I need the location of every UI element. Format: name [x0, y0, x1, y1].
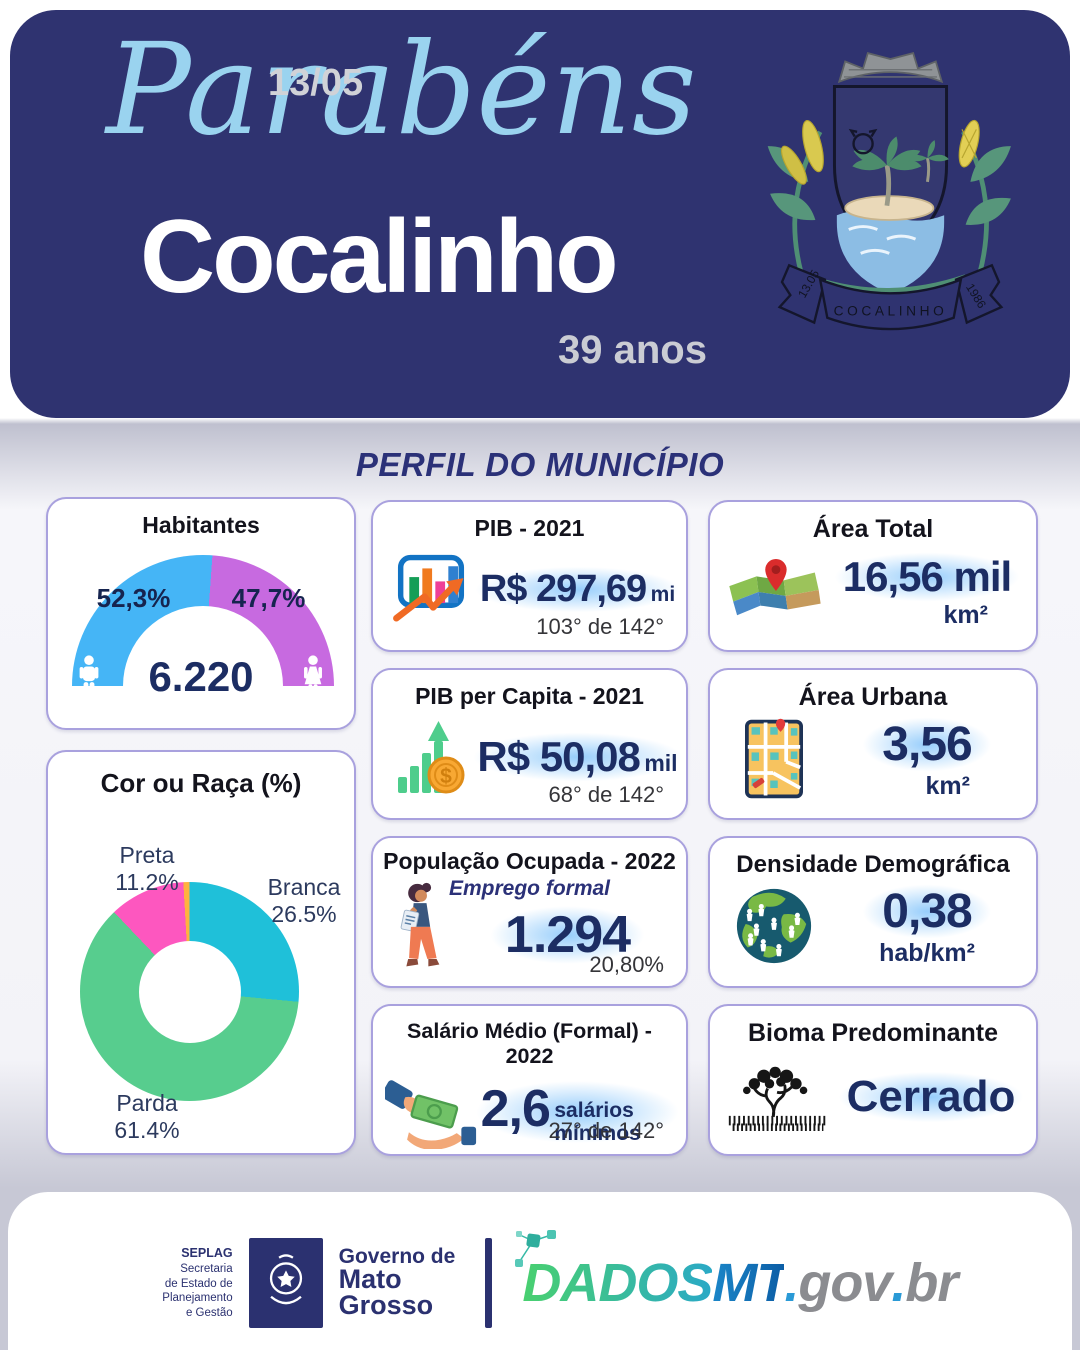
crest-banner [777, 263, 1004, 331]
anniversary-date: 13/05 [268, 62, 364, 104]
logo-br: br [905, 1253, 958, 1313]
governo-line: Grosso [338, 1289, 434, 1320]
greeting-script-text: Parabéns [106, 16, 697, 163]
salario-unit: salários mínimos [554, 1098, 641, 1145]
globe-people-icon [736, 888, 812, 964]
salario-rank: 27° de 142° [548, 1118, 664, 1143]
seplag-line: Planejamento [162, 1292, 233, 1305]
logo-dot: . [891, 1253, 906, 1313]
bioma-title: Bioma Predominante [747, 1019, 999, 1047]
male-icon [79, 655, 99, 699]
city-map-icon [745, 718, 803, 799]
logo-dados: DADOS [522, 1253, 713, 1313]
area-total-card: Área Total 16,56 mil km² [708, 500, 1056, 652]
logo-gov: gov [798, 1253, 892, 1313]
worker-woman-icon [400, 882, 440, 967]
race-title: Cor ou Raça (%) [100, 768, 302, 798]
parda-name: Parda [116, 1090, 178, 1116]
densidade-card: Densidade Demográfica [708, 836, 1038, 988]
seplag-line: e Gestão [185, 1307, 233, 1320]
habitantes-card: Habitantes 52,3% 47,7% 6.220 [46, 497, 356, 730]
populacao-subtitle: Emprego formal [448, 877, 611, 900]
populacao-ocupada-card: População Ocupada - 2022 Emprego formal [371, 836, 688, 988]
donut-hole [138, 940, 241, 1043]
race-card: Cor ou Raça (%) Preta 11.2% Branca 26.5%… [46, 750, 356, 1155]
pib-per-capita-unit: mil [644, 750, 678, 776]
crest-banner-center-text: COCALINHO [834, 303, 948, 318]
area-total-title: Área Total [812, 515, 934, 543]
palm-tree-icon [852, 136, 922, 171]
salario-value: 2,6 [480, 1080, 551, 1139]
pib-per-capita-title: PIB per Capita - 2021 [415, 683, 644, 709]
area-total-value: 16,56 mil [842, 552, 1012, 600]
header-banner: Parabéns 13/05 Cocalinho 39 anos [10, 10, 1070, 418]
salario-title: Salário Médio (Formal) - 2022 [407, 1019, 652, 1068]
municipality-name: Cocalinho [140, 199, 619, 315]
branca-name: Branca [267, 874, 341, 900]
pib-unit: mi [650, 582, 676, 606]
dadosmt-logo: DADOSMT.gov.br [515, 1230, 958, 1314]
seplag-text-block: SEPLAG Secretaria de Estado de Planejame… [123, 1245, 233, 1322]
pib-per-capita-rank: 68° de 142° [548, 782, 664, 807]
seplag-line: SEPLAG [181, 1245, 233, 1260]
parda-value: 61.4% [114, 1117, 180, 1144]
female-percentage-label: 47,7% [231, 583, 306, 613]
densidade-title: Densidade Demográfica [736, 851, 1010, 878]
total-population-value: 6.220 [148, 653, 254, 700]
habitantes-title: Habitantes [142, 512, 260, 538]
section-title: PERFIL DO MUNICÍPIO [355, 446, 725, 483]
mato-grosso-state-emblem [248, 1238, 323, 1328]
populacao-rank: 20,80% [589, 952, 664, 977]
pib-title: PIB - 2021 [474, 515, 585, 541]
area-urbana-card: Área Urbana [708, 668, 1038, 820]
seplag-line: de Estado de [164, 1277, 233, 1290]
pib-per-capita-value: R$ 50,08 [477, 733, 640, 780]
pib-value: R$ 297,69 [479, 567, 647, 610]
governo-line: Governo de [338, 1245, 456, 1269]
logo-dot: . [784, 1253, 799, 1313]
cerrado-tree-icon [728, 1066, 828, 1132]
pib-rank: 103° de 142° [536, 614, 664, 639]
municipality-age: 39 anos [558, 328, 707, 372]
crown-icon [837, 51, 944, 84]
donut-label-parda: Parda 61.4% [92, 1090, 202, 1144]
area-urbana-value: 3,56 [882, 718, 972, 771]
preta-value: 11.2% [115, 869, 179, 896]
preta-name: Preta [119, 842, 175, 868]
governo-mato-grosso-logo: Governo de Mato Grosso [338, 1245, 456, 1320]
governo-line: Mato [338, 1264, 402, 1295]
logo-mt: MT [712, 1253, 785, 1313]
bioma-card: Bioma Predominante Cerrado [708, 1004, 1060, 1156]
branca-value: 26.5% [271, 901, 337, 928]
area-urbana-title: Área Urbana [798, 683, 948, 711]
populacao-title: População Ocupada - 2022 [383, 848, 676, 874]
bioma-value: Cerrado [846, 1072, 1016, 1121]
donut-label-preta: Preta 11.2% [92, 842, 202, 896]
pib-per-capita-card: PIB per Capita - 2021 $ R$ 50,08 m [371, 668, 722, 820]
race-donut-ring [80, 882, 299, 1101]
densidade-value: 0,38 [882, 885, 972, 938]
pib-card: PIB - 2021 R$ 297,69 mi 103° de 142° [371, 500, 720, 652]
female-icon [304, 655, 322, 699]
seplag-line: Secretaria [180, 1262, 233, 1275]
populacao-value: 1.294 [504, 906, 631, 964]
footer-divider [485, 1238, 493, 1328]
salario-medio-card: Salário Médio (Formal) - 2022 2,6 salári… [371, 1004, 719, 1156]
donut-label-branca: Branca 26.5% [252, 874, 356, 928]
municipal-coat-of-arms: 13.05 COCALINHO 1986 [767, 51, 1011, 331]
male-percentage-label: 52,3% [96, 583, 171, 613]
footer-bar: SEPLAG Secretaria de Estado de Planejame… [8, 1192, 1072, 1350]
molecule-icon [515, 1230, 557, 1267]
jaguar-head-icon [848, 128, 878, 155]
corn-stalk-left-icon [767, 119, 824, 274]
corn-stalk-right-icon [958, 119, 1011, 274]
